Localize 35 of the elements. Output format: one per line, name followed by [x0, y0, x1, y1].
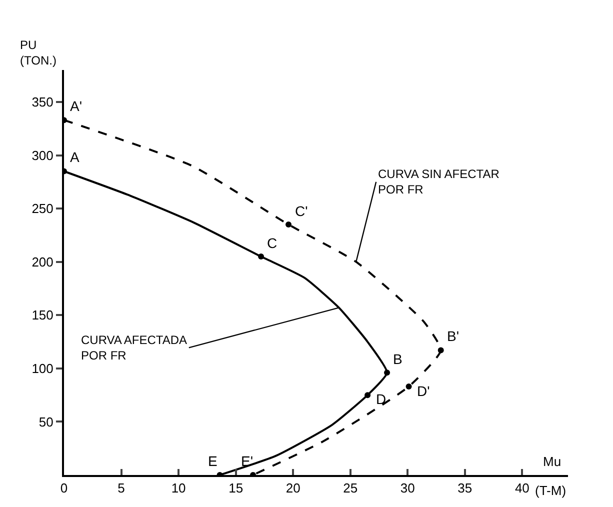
annotation: CURVA AFECTADA POR FR — [81, 333, 188, 363]
x-tick-label: 20 — [286, 480, 300, 496]
y-tick-label: 250 — [32, 201, 54, 216]
y-tick-label: 100 — [32, 360, 54, 376]
annotation: C — [267, 235, 278, 251]
annotation: D' — [417, 383, 430, 399]
x-tick-label: 5 — [118, 480, 125, 496]
y-tick-label: 200 — [32, 254, 54, 270]
x-tick-label: 10 — [171, 480, 186, 496]
point — [406, 384, 412, 390]
point — [384, 370, 390, 376]
x-tick-label: 30 — [400, 480, 415, 496]
x-tick-label: 25 — [343, 480, 358, 496]
x-axis-title: Mu (T-M) — [535, 454, 566, 498]
annotation: A' — [70, 98, 82, 114]
y-tick-label: 300 — [32, 148, 54, 163]
y-tick-label: 150 — [32, 308, 54, 323]
x-tick-label: 15 — [228, 480, 244, 496]
annotation: C' — [295, 203, 308, 219]
annotation: E — [208, 453, 218, 469]
x-tick-label: 35 — [458, 480, 472, 496]
y-tick-label: 50 — [38, 414, 54, 430]
annotation: A — [70, 149, 80, 165]
annotation: CURVA SIN AFECTAR POR FR — [378, 167, 500, 197]
point — [438, 347, 444, 354]
annotation: D — [376, 391, 386, 407]
point — [258, 254, 264, 260]
annotation: B — [393, 351, 402, 367]
annotation: B' — [447, 328, 460, 344]
y-tick-label: 350 — [32, 94, 54, 110]
y-axis-title: PU (TON.) — [20, 38, 56, 68]
x-tick-label: 0 — [60, 480, 68, 496]
point — [364, 392, 371, 398]
point — [286, 222, 292, 228]
x-tick-label: 40 — [514, 480, 530, 496]
